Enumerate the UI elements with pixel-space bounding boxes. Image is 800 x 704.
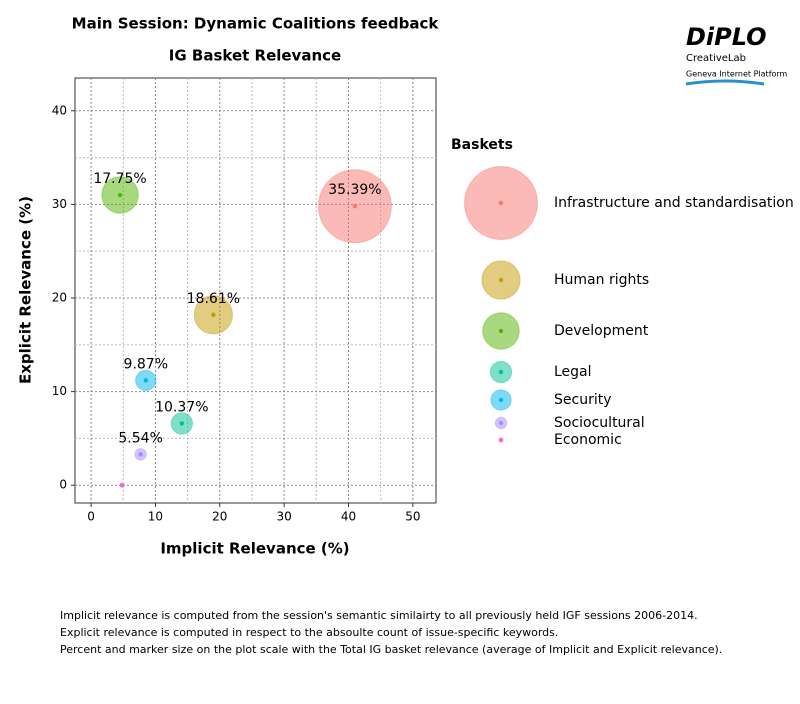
legend-label: Human rights [554,272,649,288]
legend-label: Security [554,392,612,408]
x-tick-label: 0 [87,510,95,524]
bubble-center [117,192,123,198]
y-axis-label: Explicit Relevance (%) [17,196,35,384]
bubble-center [138,452,143,457]
x-axis-label: Implicit Relevance (%) [160,540,349,558]
bubble-center [143,378,148,383]
x-tick-label: 10 [148,510,163,524]
legend-center [498,397,504,403]
logo-name: DiPLO [686,23,767,51]
legend-label: Sociocultural [554,415,645,431]
value-label: 17.75% [93,171,146,187]
bubble-center [179,421,185,426]
note: Implicit relevance is computed from the … [60,609,698,622]
legend-label: Economic [554,432,622,448]
x-tick-label: 50 [405,510,420,524]
y-tick-label: 30 [52,197,67,211]
y-tick-label: 40 [52,103,67,117]
value-label: 9.87% [124,356,168,372]
legend-label: Infrastructure and standardisation [554,195,794,211]
legend-label: Legal [554,364,592,380]
legend-center [498,200,504,206]
note: Explicit relevance is computed in respec… [60,626,558,639]
legend-center [498,277,504,283]
x-tick-label: 30 [276,510,291,524]
plot-area [74,77,437,504]
value-label: 18.61% [187,291,240,307]
bubble-center [119,483,125,488]
legend-center [498,328,504,334]
logo-line1: CreativeLab [686,53,746,64]
note: Percent and marker size on the plot scal… [60,643,722,656]
y-tick-label: 0 [59,478,67,492]
legend-label: Development [554,323,649,339]
logo-line2: Geneva Internet Platform [686,70,788,79]
y-tick-label: 20 [52,290,67,304]
value-label: 5.54% [118,430,162,446]
chart-title: Main Session: Dynamic Coalitions feedbac… [72,15,440,33]
legend-center [498,420,504,426]
logo-swoosh [685,79,765,86]
legend-center [498,437,504,443]
chart-subtitle: IG Basket Relevance [169,47,341,65]
bubble-center [211,312,216,318]
y-tick-label: 10 [52,384,67,398]
legend-center [498,369,504,375]
bubble-center [352,204,358,209]
value-label: 35.39% [328,182,381,198]
value-label: 10.37% [155,399,208,415]
legend-title: Baskets [451,137,513,153]
x-tick-label: 20 [212,510,227,524]
x-tick-label: 40 [341,510,356,524]
